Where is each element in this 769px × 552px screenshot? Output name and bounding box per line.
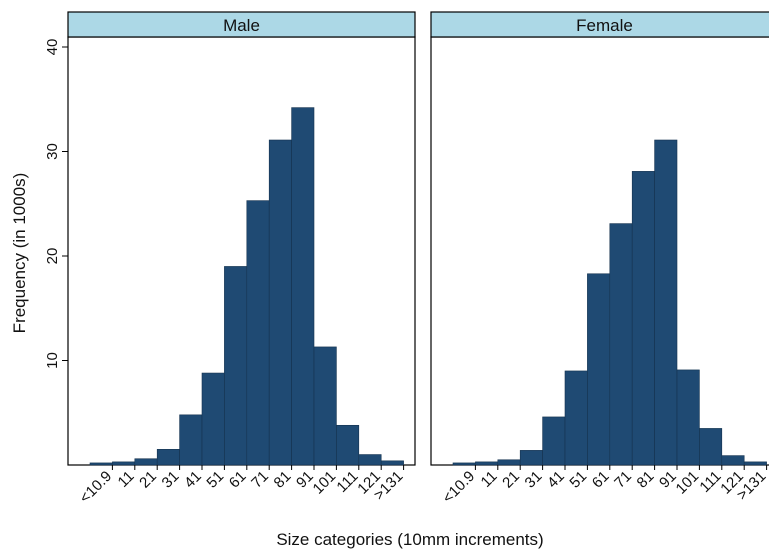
bar-male-3 [156, 449, 180, 466]
panel-female-bars [452, 139, 767, 466]
x-tick-label: 41 [544, 468, 568, 492]
x-tick-label: 31 [159, 468, 183, 492]
bar-male-6 [224, 266, 248, 466]
bar-female-4 [542, 416, 566, 466]
x-tick-label: 11 [478, 468, 501, 491]
x-tick-label: 81 [634, 468, 658, 492]
panel-male-title: Male [223, 16, 260, 35]
x-tick-label: 11 [115, 468, 138, 491]
panel-female-title: Female [576, 16, 633, 35]
y-axis-title: Frequency (in 1000s) [10, 173, 29, 334]
x-tick-label: 71 [611, 468, 635, 492]
bar-male-12 [358, 454, 382, 466]
panel-male-strip [67, 11, 416, 38]
x-tick-label: 41 [181, 468, 205, 492]
bar-female-11 [699, 428, 723, 466]
bar-male-10 [313, 346, 337, 466]
bar-female-12 [721, 455, 745, 466]
x-tick-label: 21 [136, 468, 160, 492]
bar-male-5 [201, 372, 225, 466]
bar-male-0 [89, 462, 113, 466]
bar-female-1 [475, 461, 499, 466]
x-tick-label: 71 [248, 468, 272, 492]
x-tick-label: 51 [203, 468, 227, 492]
x-tick-label: <10.9 [439, 468, 478, 507]
bar-male-13 [380, 460, 404, 466]
x-axis-title: Size categories (10mm increments) [276, 530, 543, 549]
x-tick-label: 61 [226, 468, 250, 492]
x-tick-label: 31 [522, 468, 546, 492]
bar-male-7 [246, 200, 270, 466]
panel-male: Male <10.9 112131415161718191101111121>13… [67, 11, 416, 507]
x-tick-label: 51 [566, 468, 590, 492]
panel-female: Female <10.9 112131415161718191101111121>… [430, 11, 769, 507]
bar-male-9 [291, 107, 315, 466]
bar-female-0 [452, 462, 476, 466]
bar-male-2 [134, 458, 158, 466]
bar-female-6 [587, 273, 611, 466]
bar-male-4 [179, 414, 203, 466]
bar-female-3 [519, 450, 543, 466]
x-tick-label: 81 [271, 468, 295, 492]
y-tick-label: 20 [44, 248, 61, 265]
x-tick-label: 21 [499, 468, 523, 492]
bar-female-10 [676, 369, 700, 466]
y-tick-label: 40 [44, 39, 61, 56]
bar-male-8 [268, 139, 292, 466]
bar-male-11 [336, 424, 360, 466]
y-tick-label: 10 [44, 352, 61, 369]
y-tick-label: 30 [44, 143, 61, 160]
y-axis: 10 20 30 40 [44, 39, 68, 369]
bar-female-8 [631, 171, 655, 466]
panel-female-strip [430, 11, 769, 38]
bar-female-13 [743, 461, 767, 466]
bar-female-7 [609, 223, 633, 466]
bar-female-2 [497, 459, 521, 466]
bar-female-9 [654, 139, 678, 466]
x-tick-label: 61 [589, 468, 613, 492]
bar-male-1 [112, 461, 136, 466]
x-tick-label: <10.9 [76, 468, 115, 507]
panel-male-bars [89, 107, 404, 466]
bar-female-5 [564, 370, 588, 466]
